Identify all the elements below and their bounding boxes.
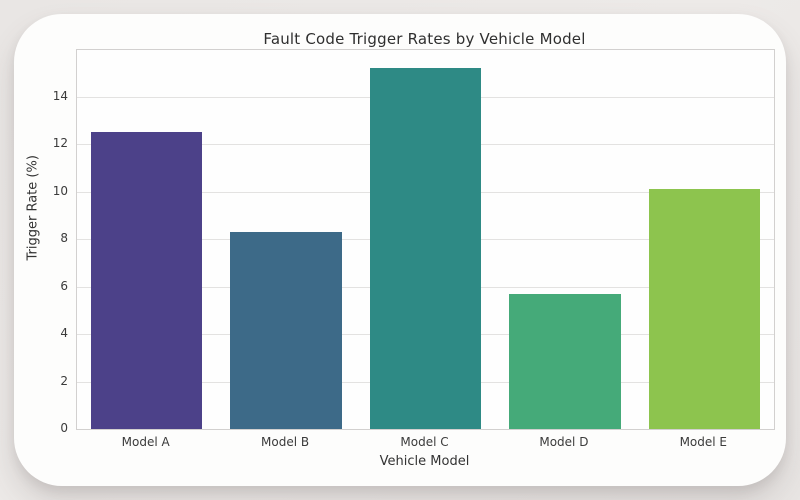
y-tick-label: 12 xyxy=(52,136,68,151)
bar-model-a xyxy=(90,132,203,429)
x-axis-label: Vehicle Model xyxy=(379,454,470,469)
x-tick-label: Model D xyxy=(539,435,589,449)
chart-card: Fault Code Trigger Rates by Vehicle Mode… xyxy=(14,14,786,486)
y-tick-label: 14 xyxy=(52,88,68,103)
y-tick-label: 2 xyxy=(60,373,68,388)
x-tick-label: Model E xyxy=(679,435,728,449)
y-axis-label: Trigger Rate (%) xyxy=(25,155,41,261)
x-tick-label: Model C xyxy=(400,435,449,449)
chart-title: Fault Code Trigger Rates by Vehicle Mode… xyxy=(263,30,586,48)
y-tick-label: 10 xyxy=(52,183,68,198)
bar-model-d xyxy=(509,293,621,429)
bar-model-e xyxy=(648,189,761,429)
bar-model-b xyxy=(230,231,342,429)
y-tick-label: 8 xyxy=(60,231,68,246)
x-tick-label: Model B xyxy=(261,435,310,449)
y-tick-label: 0 xyxy=(60,421,68,435)
y-tick-label: 6 xyxy=(60,278,68,293)
bar-model-c xyxy=(369,68,482,429)
plot-area xyxy=(76,49,775,430)
x-tick-label: Model A xyxy=(121,435,170,449)
y-tick-label: 4 xyxy=(60,326,68,340)
